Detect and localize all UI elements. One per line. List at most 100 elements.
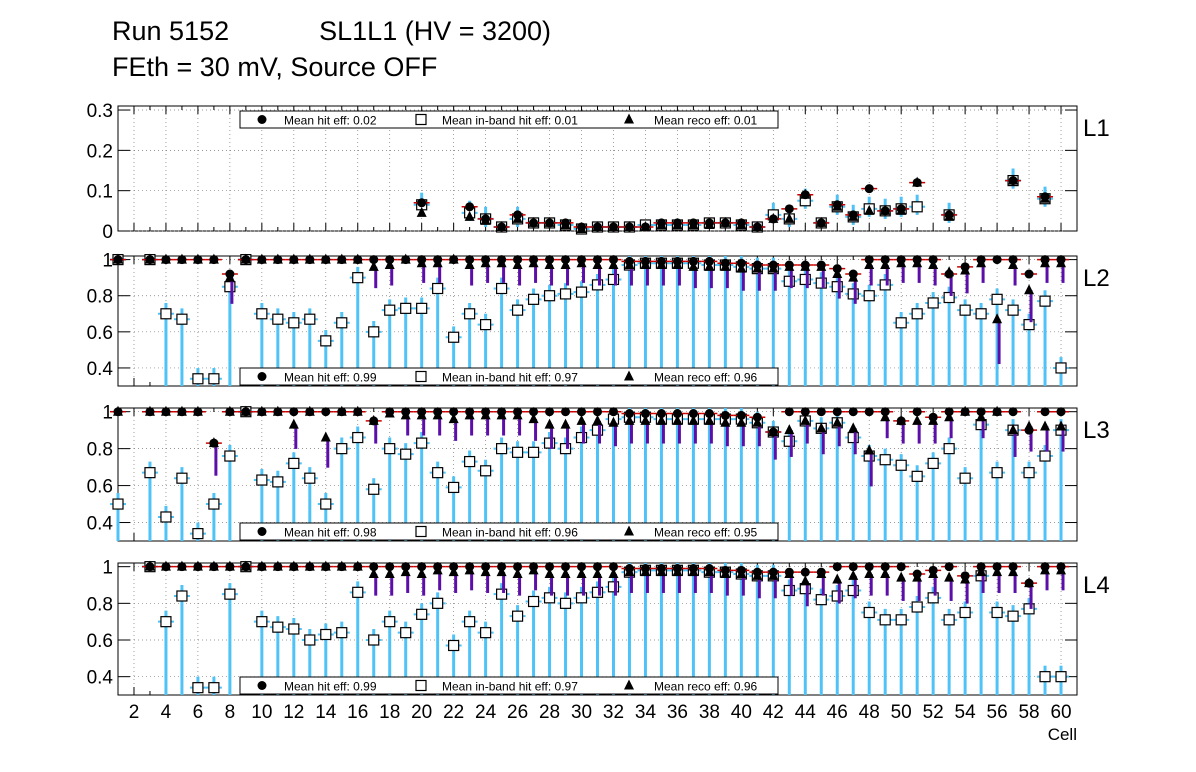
x-tick-label: 42 bbox=[763, 702, 784, 723]
hit-marker bbox=[848, 562, 858, 572]
hit-marker bbox=[704, 256, 714, 266]
inband-marker bbox=[288, 457, 300, 470]
legend-inband-marker bbox=[415, 525, 427, 538]
inband-marker bbox=[991, 293, 1003, 305]
hit-marker bbox=[800, 567, 810, 577]
hit-marker bbox=[289, 255, 299, 265]
inband-marker bbox=[783, 584, 795, 597]
inband-marker bbox=[432, 597, 444, 609]
hit-marker bbox=[529, 407, 539, 417]
hit-marker bbox=[896, 416, 906, 426]
hit-marker bbox=[640, 564, 650, 573]
hit-marker bbox=[912, 178, 922, 188]
inband-marker bbox=[1055, 671, 1067, 683]
hit-marker bbox=[353, 255, 363, 265]
hit-marker bbox=[193, 255, 203, 265]
reco-marker bbox=[640, 414, 651, 425]
legend-reco-text: Mean reco eff: 0.95 bbox=[654, 526, 758, 540]
hit-marker bbox=[561, 255, 571, 265]
hit-marker bbox=[768, 567, 778, 577]
x-tick-label: 22 bbox=[443, 702, 464, 723]
hit-marker bbox=[880, 562, 890, 572]
inband-marker bbox=[799, 273, 811, 286]
hit-marker bbox=[672, 218, 682, 228]
hit-marker bbox=[656, 409, 666, 419]
reco-marker bbox=[544, 418, 555, 429]
inband-marker bbox=[256, 616, 268, 628]
hit-marker bbox=[784, 567, 794, 577]
reco-marker bbox=[576, 568, 587, 578]
hit-marker bbox=[736, 218, 746, 228]
x-tick-label: 12 bbox=[283, 702, 304, 723]
x-tick-label: 44 bbox=[795, 702, 817, 723]
inband-marker bbox=[464, 616, 476, 628]
hit-marker bbox=[816, 218, 826, 228]
inband-marker bbox=[559, 597, 572, 609]
hit-marker bbox=[912, 569, 922, 579]
x-tick-label: 18 bbox=[379, 702, 400, 723]
y-tick-label: 0.4 bbox=[87, 668, 114, 689]
reco-marker bbox=[848, 569, 859, 580]
inband-marker bbox=[352, 272, 364, 284]
hit-marker bbox=[241, 255, 251, 265]
reco-marker bbox=[688, 414, 699, 425]
hit-marker bbox=[353, 407, 363, 417]
legend-hit-text: Mean hit eff: 0.02 bbox=[284, 114, 377, 128]
inband-marker bbox=[496, 588, 508, 600]
hit-marker bbox=[784, 407, 794, 417]
hit-marker bbox=[529, 255, 539, 265]
inband-marker bbox=[272, 621, 284, 633]
hit-marker bbox=[768, 214, 778, 224]
hit-marker bbox=[385, 407, 395, 417]
reco-marker bbox=[880, 411, 891, 422]
inband-marker bbox=[192, 373, 204, 385]
inband-marker bbox=[591, 424, 604, 436]
legend-inband-text: Mean in-band hit eff: 0.97 bbox=[442, 371, 578, 385]
hit-marker bbox=[497, 562, 507, 572]
inband-marker bbox=[911, 470, 923, 482]
x-tick-label: 16 bbox=[347, 702, 368, 723]
hit-marker bbox=[848, 407, 858, 417]
hit-marker bbox=[225, 269, 235, 279]
hit-marker bbox=[337, 562, 347, 572]
chamber-label: SL1L1 (HV = 3200) bbox=[319, 16, 552, 46]
inband-marker bbox=[575, 592, 588, 604]
hit-marker bbox=[624, 256, 634, 266]
reco-marker bbox=[416, 568, 427, 578]
hit-marker bbox=[928, 255, 938, 265]
hit-marker bbox=[832, 407, 842, 417]
x-tick-label: 40 bbox=[731, 702, 752, 723]
x-tick-label: 6 bbox=[193, 702, 204, 723]
inband-marker bbox=[352, 586, 364, 598]
hit-marker bbox=[321, 562, 331, 572]
x-tick-label: 50 bbox=[891, 702, 912, 723]
reco-marker bbox=[384, 568, 395, 578]
inband-marker bbox=[1007, 304, 1019, 316]
hit-marker bbox=[688, 218, 698, 228]
legend-reco-text: Mean reco eff: 0.01 bbox=[654, 114, 758, 128]
x-tick-label: 30 bbox=[571, 702, 592, 723]
hit-marker bbox=[401, 562, 411, 572]
hit-marker bbox=[353, 562, 363, 572]
hit-marker bbox=[209, 255, 219, 265]
inband-marker bbox=[591, 279, 604, 291]
hit-marker bbox=[225, 562, 235, 572]
hit-marker bbox=[1008, 176, 1018, 186]
inband-marker bbox=[543, 592, 556, 604]
inband-marker bbox=[416, 608, 428, 620]
reco-marker bbox=[368, 260, 379, 271]
reco-marker bbox=[880, 568, 891, 578]
hit-marker bbox=[944, 210, 954, 220]
inband-marker bbox=[224, 450, 236, 462]
hit-marker bbox=[145, 255, 155, 265]
y-tick-label: 0.1 bbox=[87, 182, 113, 203]
hit-marker bbox=[768, 427, 778, 437]
hit-marker bbox=[449, 562, 459, 572]
inband-marker bbox=[144, 467, 156, 479]
reco-marker bbox=[720, 416, 731, 427]
inband-marker bbox=[879, 454, 891, 466]
hit-marker bbox=[720, 218, 730, 228]
hit-marker bbox=[257, 562, 267, 572]
inband-marker bbox=[352, 431, 364, 444]
